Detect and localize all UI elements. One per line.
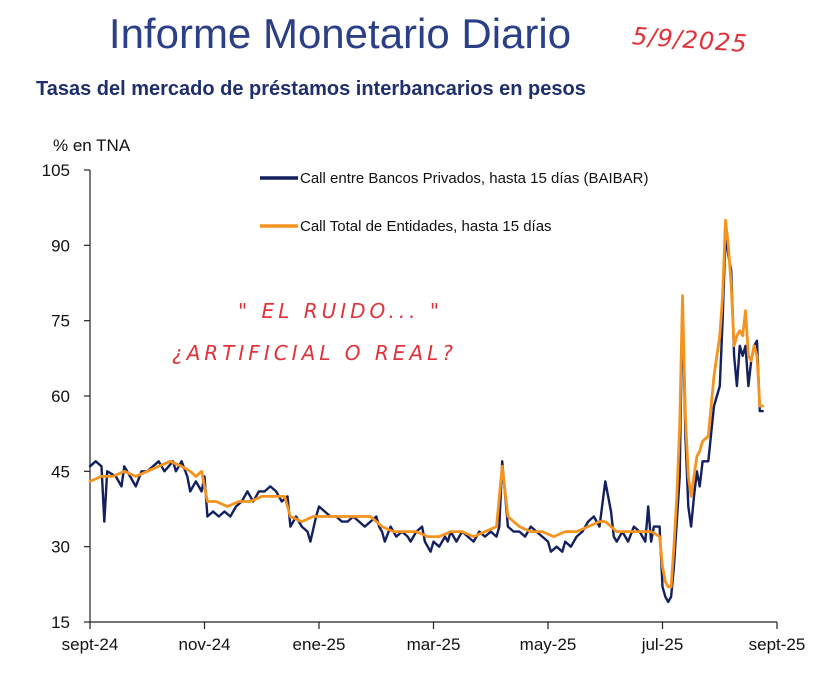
- annotation-line-2: ¿ARTIFICIAL O REAL?: [172, 341, 457, 365]
- handwritten-annotation: " EL RUIDO... " ¿ARTIFICIAL O REAL?: [172, 299, 457, 365]
- x-tick-label: jul-25: [641, 635, 684, 654]
- x-tick-label: mar-25: [407, 635, 461, 654]
- y-tick-label: 15: [51, 613, 70, 632]
- x-tick-label: nov-24: [179, 635, 231, 654]
- y-tick-label: 30: [51, 538, 70, 557]
- chart-subtitle: Tasas del mercado de préstamos interbanc…: [36, 78, 586, 100]
- x-tick-label: ene-25: [293, 635, 346, 654]
- page-title: Informe Monetario Diario: [108, 10, 572, 57]
- y-tick-label: 105: [42, 161, 70, 180]
- x-tick-label: sept-25: [749, 635, 806, 654]
- series-line-total: [88, 218, 765, 589]
- chart-axes: 105 90 75 60 45 30 15 sept-24 nov-24 ene-25 mar-25…: [42, 161, 806, 654]
- x-tick-label: sept-24: [62, 635, 119, 654]
- y-tick-label: 45: [51, 462, 70, 481]
- y-tick-label: 75: [51, 312, 70, 331]
- y-axis-unit-label: % en TNA: [53, 136, 131, 155]
- chart-legend: Call entre Bancos Privados, hasta 15 día…: [260, 170, 649, 235]
- chart-series: [88, 218, 765, 604]
- y-tick-label: 60: [51, 387, 70, 406]
- legend-label-total: Call Total de Entidades, hasta 15 días: [300, 218, 552, 235]
- legend-label-baibar: Call entre Bancos Privados, hasta 15 día…: [300, 170, 649, 187]
- y-tick-label: 90: [51, 236, 70, 255]
- annotation-line-1: " EL RUIDO... ": [238, 299, 443, 323]
- x-tick-label: may-25: [520, 635, 577, 654]
